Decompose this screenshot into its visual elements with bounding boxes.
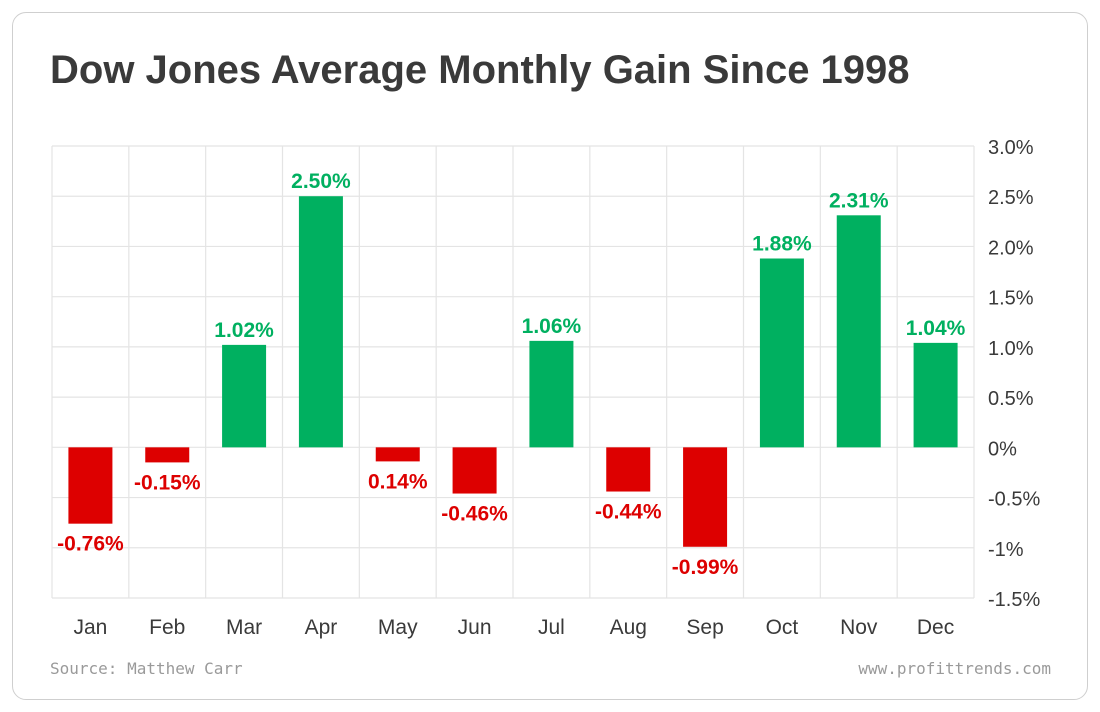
bar-feb [145,447,190,463]
data-label-jul: 1.06% [522,315,582,338]
grid [51,145,975,599]
data-label-dec: 1.04% [906,317,966,340]
x-tick-label: Mar [226,616,262,639]
y-tick-label: 2.5% [988,187,1034,209]
y-tick-label: 0% [988,438,1017,460]
x-tick-label: Nov [840,616,878,639]
x-tick-label: Aug [610,616,647,639]
x-tick-label: Apr [305,616,338,639]
x-axis-ticks: Jan Feb Mar Apr May Jun Jul Aug Sep Oct Nov Dec [73,616,954,639]
bar-nov [836,215,881,448]
data-label-may: 0.14% [368,470,428,493]
x-tick-label: May [378,616,418,639]
y-tick-label: 0.5% [988,388,1034,410]
y-tick-label: 2.0% [988,237,1034,259]
bar-sep [683,447,728,547]
bar-apr [298,196,343,448]
data-label-aug: -0.44% [595,501,662,524]
data-label-jun: -0.46% [441,503,508,526]
data-label-nov: 2.31% [829,189,889,212]
x-tick-label: Jun [458,616,492,639]
x-tick-label: Oct [766,616,799,639]
y-tick-label: 1.5% [988,288,1034,310]
data-label-oct: 1.88% [752,232,812,255]
y-axis-ticks: 3.0% 2.5% 2.0% 1.5% 1.0% 0.5% 0% -0.5% -1% -1.5% [988,137,1040,611]
site-url: www.profittrends.com [858,659,1051,678]
data-label-jan: -0.76% [57,533,124,556]
x-tick-label: Jan [73,616,107,639]
y-tick-label: -0.5% [988,489,1040,511]
y-tick-label: 1.0% [988,338,1034,360]
bar-jan [68,447,113,524]
bar-oct [759,258,804,448]
data-label-apr: 2.50% [291,170,351,193]
y-tick-label: -1.5% [988,589,1040,611]
x-tick-label: Dec [917,616,954,639]
bar-jun [452,447,497,494]
data-label-sep: -0.99% [672,556,739,579]
bar-dec [913,342,958,448]
data-labels: -0.76% -0.15% 1.02% 2.50% 0.14% -0.46% 1.06% -0… [57,170,966,579]
data-label-mar: 1.02% [214,319,274,342]
source-note: Source: Matthew Carr [50,659,243,678]
bar-may [375,447,420,462]
chart-title: Dow Jones Average Monthly Gain Since 199… [50,48,910,92]
bar-jul [529,340,574,448]
bars [68,196,958,547]
y-tick-label: 3.0% [988,137,1034,159]
y-tick-label: -1% [988,539,1024,561]
data-label-feb: -0.15% [134,471,201,494]
x-tick-label: Jul [538,616,565,639]
bar-aug [606,447,651,492]
x-tick-label: Feb [149,616,185,639]
x-tick-label: Sep [686,616,723,639]
bar-mar [222,344,267,448]
